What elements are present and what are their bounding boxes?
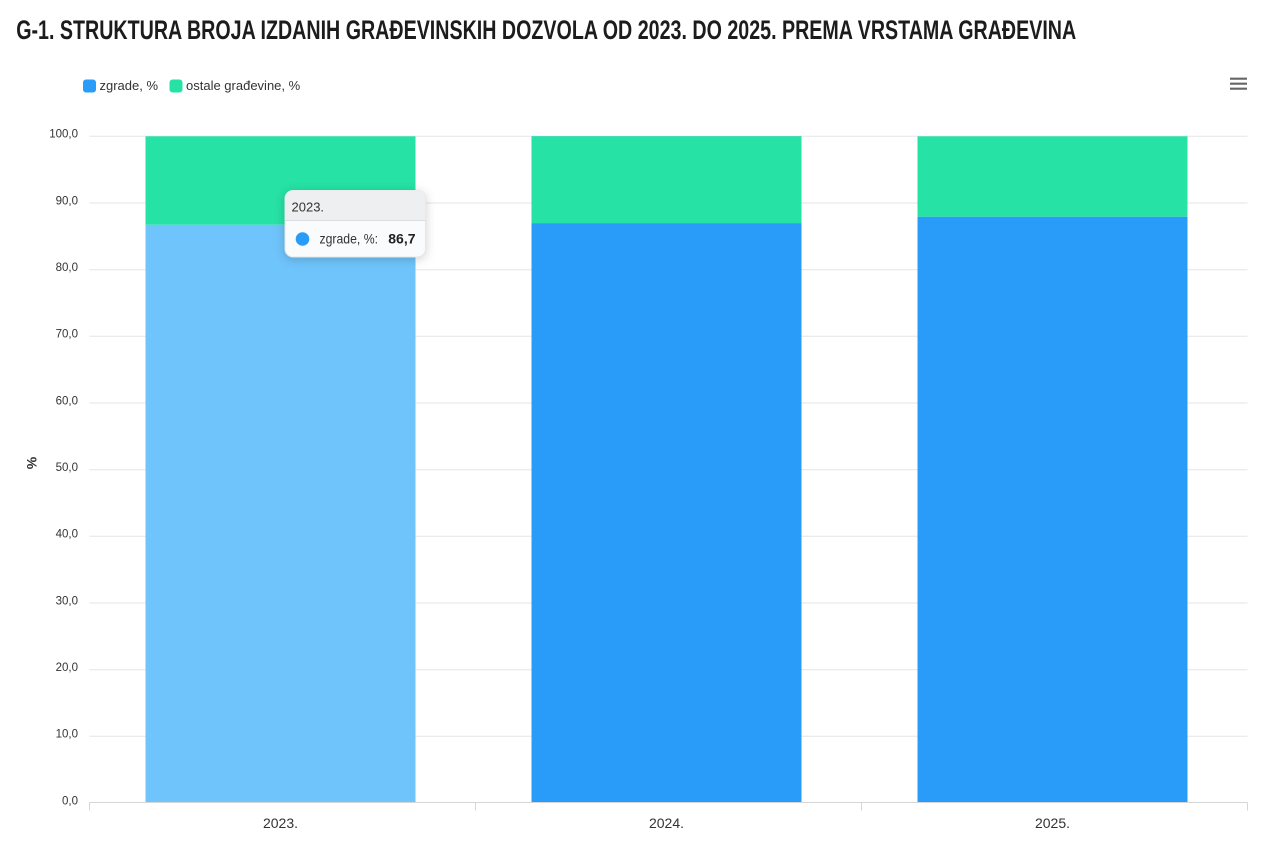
svg-text:70,0: 70,0 — [56, 329, 78, 341]
svg-text:ostale građevine, %: ostale građevine, % — [186, 78, 301, 93]
svg-text:0,0: 0,0 — [62, 795, 78, 807]
svg-text:2023.: 2023. — [263, 815, 298, 831]
svg-text:%: % — [23, 456, 39, 469]
svg-text:20,0: 20,0 — [56, 662, 78, 674]
svg-text:zgrade, %:: zgrade, %: — [320, 231, 379, 247]
svg-text:2025.: 2025. — [1035, 815, 1070, 831]
svg-text:60,0: 60,0 — [56, 395, 78, 407]
svg-text:2024.: 2024. — [649, 815, 684, 831]
svg-text:10,0: 10,0 — [56, 729, 78, 741]
svg-text:80,0: 80,0 — [56, 262, 78, 274]
svg-text:zgrade, %: zgrade, % — [100, 78, 159, 93]
svg-text:100,0: 100,0 — [49, 129, 78, 141]
svg-text:40,0: 40,0 — [56, 529, 78, 541]
svg-text:86,7: 86,7 — [388, 231, 415, 247]
svg-text:90,0: 90,0 — [56, 195, 78, 207]
svg-text:50,0: 50,0 — [56, 462, 78, 474]
svg-text:2023.: 2023. — [292, 200, 325, 215]
svg-text:G-1. STRUKTURA BROJA IZDANIH G: G-1. STRUKTURA BROJA IZDANIH GRAĐEVINSKI… — [16, 15, 1076, 45]
svg-text:30,0: 30,0 — [56, 595, 78, 607]
